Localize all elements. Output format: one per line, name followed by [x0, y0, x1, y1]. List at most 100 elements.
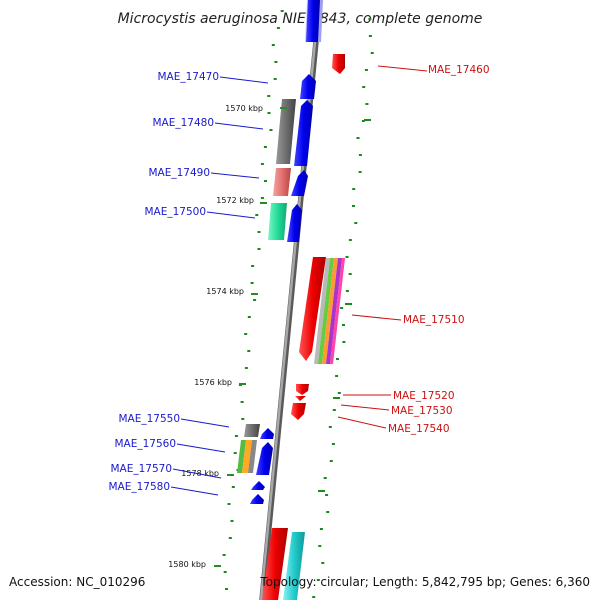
gc-dot — [348, 273, 352, 275]
gene-arrow-bottom-red[interactable] — [262, 528, 288, 600]
gene-gray-mae-17550[interactable] — [244, 424, 260, 437]
gene-feature-top-blue[interactable] — [306, 0, 320, 42]
gc-dot — [227, 503, 231, 505]
gene-arrow-mae-17510[interactable] — [299, 257, 326, 361]
gene-label-mae-17500[interactable]: MAE_17500 — [144, 206, 206, 218]
gc-dot — [361, 120, 365, 122]
gc-dot — [345, 290, 349, 292]
gc-dot — [257, 248, 261, 250]
gene-gray2-mae-17560[interactable] — [248, 440, 257, 473]
forward-gene-labels: MAE_17470 MAE_17480 MAE_17490 MAE_17500 … — [108, 71, 269, 496]
gc-dot — [342, 341, 346, 343]
gc-dot — [255, 214, 259, 216]
gc-dot — [316, 579, 320, 581]
gene-label-mae-17540[interactable]: MAE_17540 — [388, 423, 450, 435]
gene-arrow-mae-17530[interactable] — [295, 396, 306, 401]
gene-label-mae-17520[interactable]: MAE_17520 — [393, 390, 455, 402]
gene-features — [237, 0, 345, 600]
gene-arrow-mae-17520[interactable] — [296, 384, 309, 395]
gc-dot — [329, 460, 333, 462]
gene-arrow-mae-17580[interactable] — [250, 494, 264, 504]
gc-dot — [233, 452, 237, 454]
gene-stripe-d[interactable] — [326, 258, 342, 364]
map-title: Microcystis aeruginosa NIES-843, complet… — [118, 11, 483, 27]
gc-dot — [368, 35, 372, 37]
gc-dot — [228, 537, 232, 539]
gc-dot — [345, 256, 349, 258]
gene-arrow-mae-17550[interactable] — [260, 428, 274, 439]
gene-label-mae-17560[interactable]: MAE_17560 — [114, 438, 176, 450]
gc-dot — [230, 520, 234, 522]
gc-dot — [328, 426, 332, 428]
gc-dot — [325, 494, 329, 496]
gc-dot — [342, 324, 345, 326]
gc-dot — [332, 409, 336, 411]
gene-arrow-mae-17570[interactable] — [251, 481, 265, 490]
accession-text: Accession: NC_010296 — [9, 575, 145, 589]
gc-dot — [263, 146, 267, 148]
gene-arrow-mae-17470[interactable] — [300, 74, 316, 99]
tick-label-1574: 1574 kbp — [206, 287, 244, 296]
gc-dot — [335, 375, 339, 377]
gc-dot — [352, 188, 356, 190]
gene-arrow-bottom-cyan[interactable] — [283, 532, 305, 600]
gc-dot — [260, 197, 264, 199]
gene-label-mae-17570[interactable]: MAE_17570 — [110, 463, 172, 475]
gene-green-mae-17560[interactable] — [237, 440, 246, 473]
gene-label-mae-17480[interactable]: MAE_17480 — [152, 117, 214, 129]
gc-dot — [240, 401, 244, 403]
gc-dot — [280, 10, 284, 12]
gene-label-mae-17580[interactable]: MAE_17580 — [108, 481, 170, 493]
gene-gray-mae-17480[interactable] — [276, 99, 296, 164]
gc-dot — [365, 103, 369, 105]
gene-teal-mae-17500[interactable] — [268, 203, 287, 240]
gene-label-mae-17530[interactable]: MAE_17530 — [391, 405, 453, 417]
gene-label-mae-17490[interactable]: MAE_17490 — [148, 167, 210, 179]
gc-dot — [358, 171, 362, 173]
gene-label-mae-17470[interactable]: MAE_17470 — [157, 71, 219, 83]
gc-dot — [318, 545, 322, 547]
gene-arrow-mae-17490[interactable] — [291, 170, 308, 196]
gene-label-mae-17550[interactable]: MAE_17550 — [118, 413, 180, 425]
gc-dot — [267, 95, 271, 97]
gene-label-mae-17460[interactable]: MAE_17460 — [428, 64, 490, 76]
gene-stripe-a[interactable] — [314, 258, 330, 364]
gc-dot — [323, 477, 327, 479]
gene-arrow-mae-17460[interactable] — [332, 54, 345, 74]
gene-arrow-mae-17500[interactable] — [287, 204, 302, 242]
gene-label-mae-17510[interactable]: MAE_17510 — [403, 314, 465, 326]
gc-dot — [348, 239, 352, 241]
gc-dot — [354, 222, 358, 224]
gc-dash — [333, 397, 340, 399]
gene-stripe-b[interactable] — [318, 258, 334, 364]
gc-dot — [222, 554, 226, 556]
tick-label-1576: 1576 kbp — [194, 378, 232, 387]
gc-content-track — [222, 10, 374, 598]
gc-dot — [356, 137, 360, 139]
gc-dot — [336, 358, 339, 360]
gc-dot — [352, 205, 355, 207]
reverse-gene-labels: MAE_17460 MAE_17510 MAE_17520 MAE_17530 … — [337, 64, 490, 435]
tick-label-1572: 1572 kbp — [216, 196, 254, 205]
gc-dash — [364, 119, 371, 121]
gc-dot — [241, 418, 245, 420]
gc-dot — [364, 69, 368, 71]
gene-pink-mae-17490[interactable] — [273, 168, 291, 196]
gc-dot — [269, 129, 273, 131]
gene-arrow-mae-17480[interactable] — [294, 100, 313, 166]
topology-text: Topology: circular; Length: 5,842,795 bp… — [259, 575, 590, 589]
gc-dot — [267, 112, 271, 114]
gc-dot — [250, 282, 254, 284]
gene-stripe-c[interactable] — [322, 258, 338, 364]
gc-dot — [368, 18, 372, 20]
gene-stripe-e[interactable] — [330, 258, 345, 364]
gc-dot — [244, 367, 248, 369]
gene-orange-mae-17560[interactable] — [242, 440, 252, 473]
gene-arrow-mae-17560[interactable] — [256, 442, 273, 475]
gc-dot — [264, 180, 267, 182]
gc-dot — [244, 333, 248, 335]
gc-dot — [337, 392, 341, 394]
gc-dot — [358, 154, 362, 156]
gc-dot — [276, 27, 280, 29]
gene-arrow-mae-17540[interactable] — [291, 403, 306, 420]
